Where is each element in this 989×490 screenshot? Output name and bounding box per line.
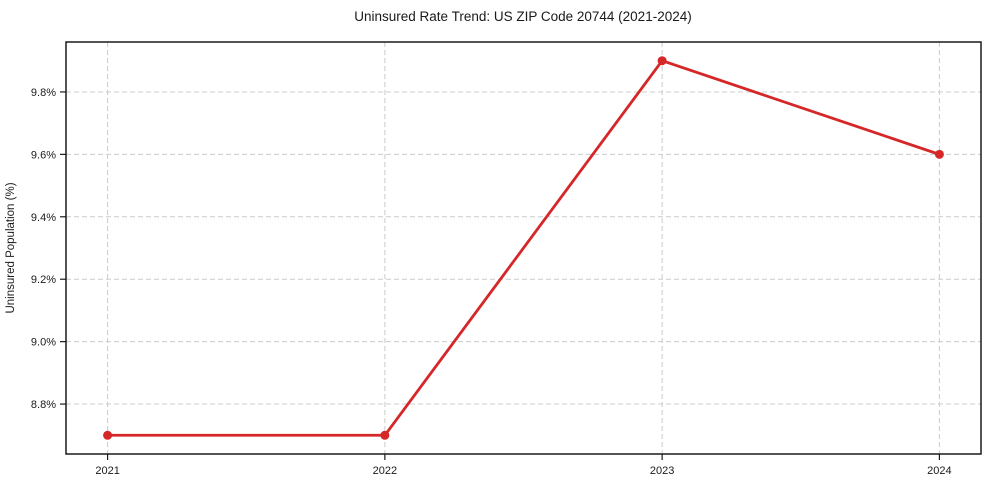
x-tick-label: 2023 <box>650 465 674 477</box>
y-tick-label: 9.4% <box>31 212 56 224</box>
data-series <box>103 56 944 440</box>
data-point-marker <box>934 149 944 159</box>
y-tick-label: 9.2% <box>31 274 56 286</box>
trend-line <box>106 59 941 437</box>
y-axis-title: Uninsured Population (%) <box>5 182 17 313</box>
y-tick-label: 8.8% <box>31 399 56 411</box>
y-tick-label: 9.6% <box>31 149 56 161</box>
y-tick-label: 9.0% <box>31 337 56 349</box>
data-point-marker <box>657 56 667 66</box>
y-tick-label: 9.8% <box>31 87 56 99</box>
plot-frame <box>65 41 982 455</box>
chart-title: Uninsured Rate Trend: US ZIP Code 20744 … <box>354 9 691 24</box>
data-point-marker <box>380 430 390 440</box>
x-tick-label: 2021 <box>95 465 119 477</box>
gridlines <box>66 42 981 454</box>
data-point-marker <box>103 430 113 440</box>
axis-ticks: 8.8% 9.0% 9.2% 9.4% 9.6% 9.8% 2021 2022 2023 2024 <box>31 87 952 477</box>
x-tick-label: 2022 <box>373 465 397 477</box>
x-tick-label: 2024 <box>927 465 951 477</box>
